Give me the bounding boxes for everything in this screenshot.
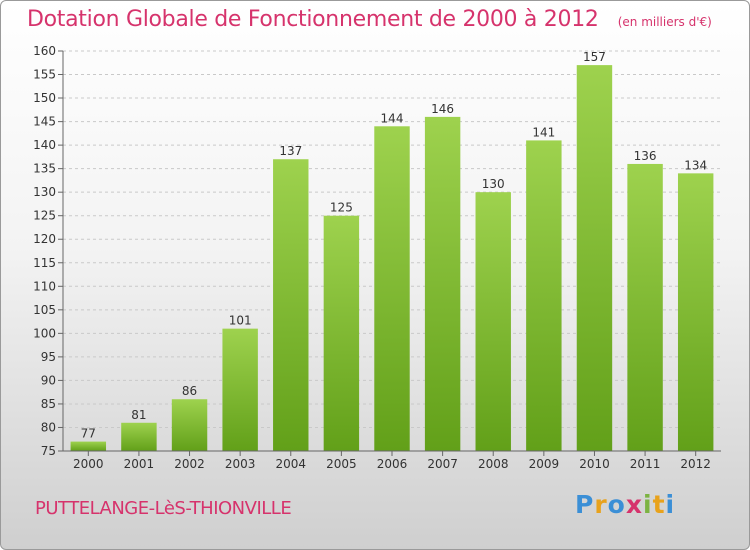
bar	[374, 126, 410, 451]
x-tick-label: 2004	[275, 457, 306, 471]
logo-letter: r	[594, 490, 608, 519]
y-tick-label: 80	[41, 420, 56, 434]
logo-letter: i	[665, 490, 676, 519]
axes: 75 80 85 90 95 100 105 110 115 120 125 130 135 140 145…	[33, 44, 721, 471]
chart-unit: (en milliers d'€)	[617, 15, 712, 29]
bar	[70, 441, 107, 451]
x-tick-label: 2003	[225, 457, 256, 471]
title-row: Dotation Globale de Fonctionnement de 20…	[27, 7, 712, 32]
logo-letter: i	[643, 490, 653, 519]
value-label: 130	[482, 177, 505, 191]
y-tick-label: 90	[41, 373, 56, 387]
y-tick-label: 130	[33, 185, 56, 199]
logo-letter: x	[625, 490, 643, 519]
y-tick-label: 120	[33, 232, 56, 246]
x-tick-label: 2006	[377, 457, 408, 471]
y-tick-label: 95	[41, 350, 56, 364]
y-tick-label: 135	[33, 162, 56, 176]
value-label: 146	[431, 102, 454, 116]
y-tick-label: 85	[41, 397, 56, 411]
y-tick-label: 145	[33, 115, 56, 129]
value-label: 86	[182, 384, 197, 398]
value-label: 157	[583, 50, 606, 64]
bars: 77 81 86 101 137 125 144 146 130 141 157 136 134	[70, 50, 714, 452]
commune-name: PUTTELANGE-LèS-THIONVILLE	[35, 498, 292, 519]
x-tick-label: 2012	[680, 457, 711, 471]
value-label: 144	[381, 111, 404, 125]
y-tick-label: 140	[33, 138, 56, 152]
y-tick-label: 125	[33, 209, 56, 223]
x-tick-label: 2001	[124, 457, 155, 471]
value-label: 101	[229, 314, 252, 328]
y-tick-label: 110	[33, 279, 56, 293]
bar	[424, 116, 461, 451]
value-label: 77	[81, 427, 96, 441]
bar	[576, 65, 613, 451]
x-tick-label: 2002	[174, 457, 205, 471]
x-tick-label: 2010	[579, 457, 610, 471]
logo-letter: o	[607, 490, 626, 519]
bar	[222, 328, 258, 451]
value-label: 134	[684, 158, 707, 172]
y-tick-label: 155	[33, 68, 56, 82]
bar	[171, 399, 208, 451]
value-label: 81	[131, 408, 146, 422]
x-tick-label: 2011	[630, 457, 661, 471]
bar	[121, 422, 157, 451]
proxiti-logo: Proxiti	[575, 490, 675, 519]
x-tick-label: 2000	[73, 457, 104, 471]
y-tick-label: 100	[33, 326, 56, 340]
y-tick-label: 75	[41, 444, 56, 458]
logo-letter: t	[652, 490, 666, 519]
bar	[677, 173, 714, 451]
y-tick-label: 105	[33, 303, 56, 317]
bar	[323, 215, 360, 451]
y-tick-label: 150	[33, 91, 56, 105]
logo-letter: P	[575, 490, 595, 519]
x-tick-label: 2007	[427, 457, 458, 471]
x-tick-label: 2008	[478, 457, 509, 471]
bar	[475, 192, 511, 452]
x-tick-label: 2005	[326, 457, 357, 471]
value-label: 141	[532, 125, 555, 139]
value-label: 125	[330, 201, 353, 215]
bar	[627, 163, 663, 452]
x-tick-label: 2009	[529, 457, 560, 471]
bar	[273, 159, 309, 451]
y-tick-label: 115	[33, 256, 56, 270]
y-tick-label: 160	[33, 44, 56, 58]
bar	[526, 140, 562, 452]
chart-title: Dotation Globale de Fonctionnement de 20…	[27, 7, 599, 32]
value-label: 136	[634, 149, 657, 163]
value-label: 137	[279, 144, 302, 158]
